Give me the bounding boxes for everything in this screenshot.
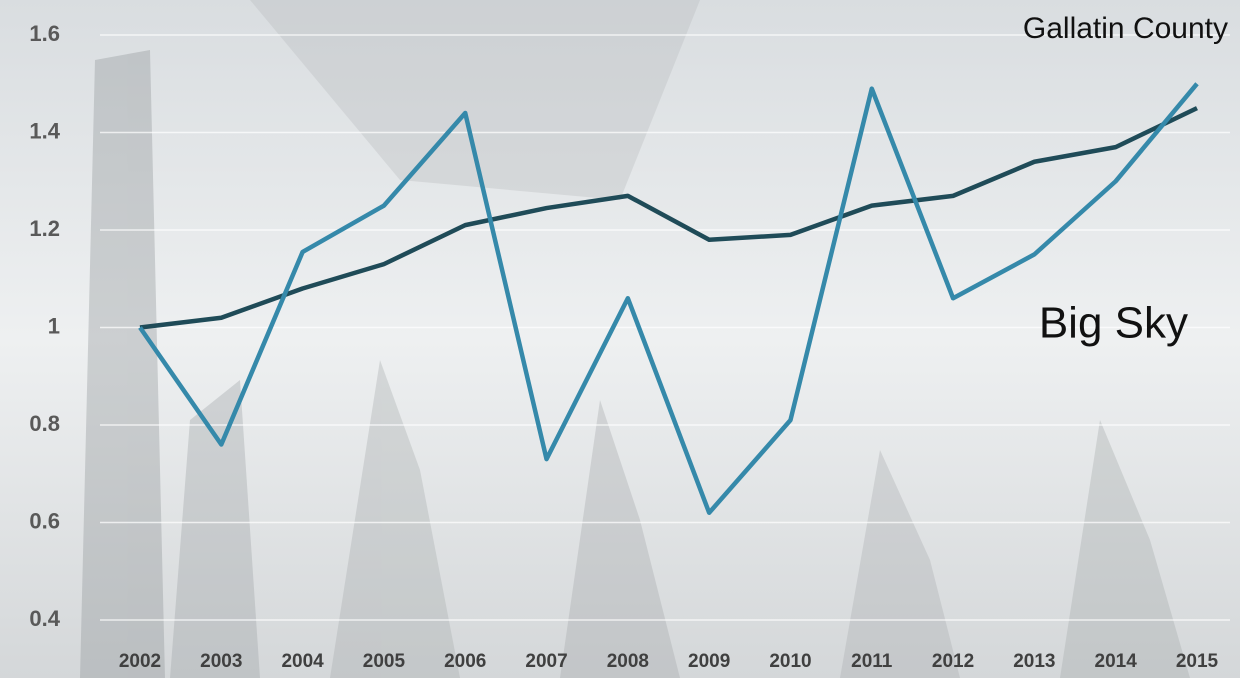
- x-tick-label: 2013: [1013, 651, 1055, 672]
- x-tick-label: 2004: [281, 651, 324, 672]
- x-tick-label: 2014: [1095, 651, 1138, 672]
- x-tick-label: 2009: [688, 651, 730, 672]
- y-tick-label: 0.8: [29, 411, 60, 436]
- x-tick-label: 2005: [363, 651, 406, 672]
- series-label: Gallatin County: [1023, 12, 1228, 45]
- x-tick-label: 2002: [119, 651, 161, 672]
- x-tick-label: 2008: [607, 651, 649, 672]
- background-scenery: [80, 0, 1190, 678]
- x-tick-label: 2010: [769, 651, 811, 672]
- y-tick-label: 0.4: [29, 606, 60, 631]
- series-line: [138, 82, 1199, 515]
- series-line: [139, 106, 1198, 330]
- y-tick-label: 1: [48, 313, 60, 338]
- x-tick-label: 2006: [444, 651, 486, 672]
- y-tick-label: 1.4: [29, 118, 60, 143]
- y-tick-label: 1.2: [29, 216, 60, 241]
- x-tick-label: 2007: [525, 651, 567, 672]
- x-tick-label: 2011: [851, 651, 893, 672]
- x-tick-label: 2003: [200, 651, 242, 672]
- y-tick-label: 0.6: [29, 508, 60, 533]
- x-tick-label: 2015: [1176, 651, 1219, 672]
- y-tick-label: 1.6: [29, 21, 60, 46]
- x-tick-label: 2012: [932, 651, 974, 672]
- series-label: Big Sky: [1039, 299, 1188, 348]
